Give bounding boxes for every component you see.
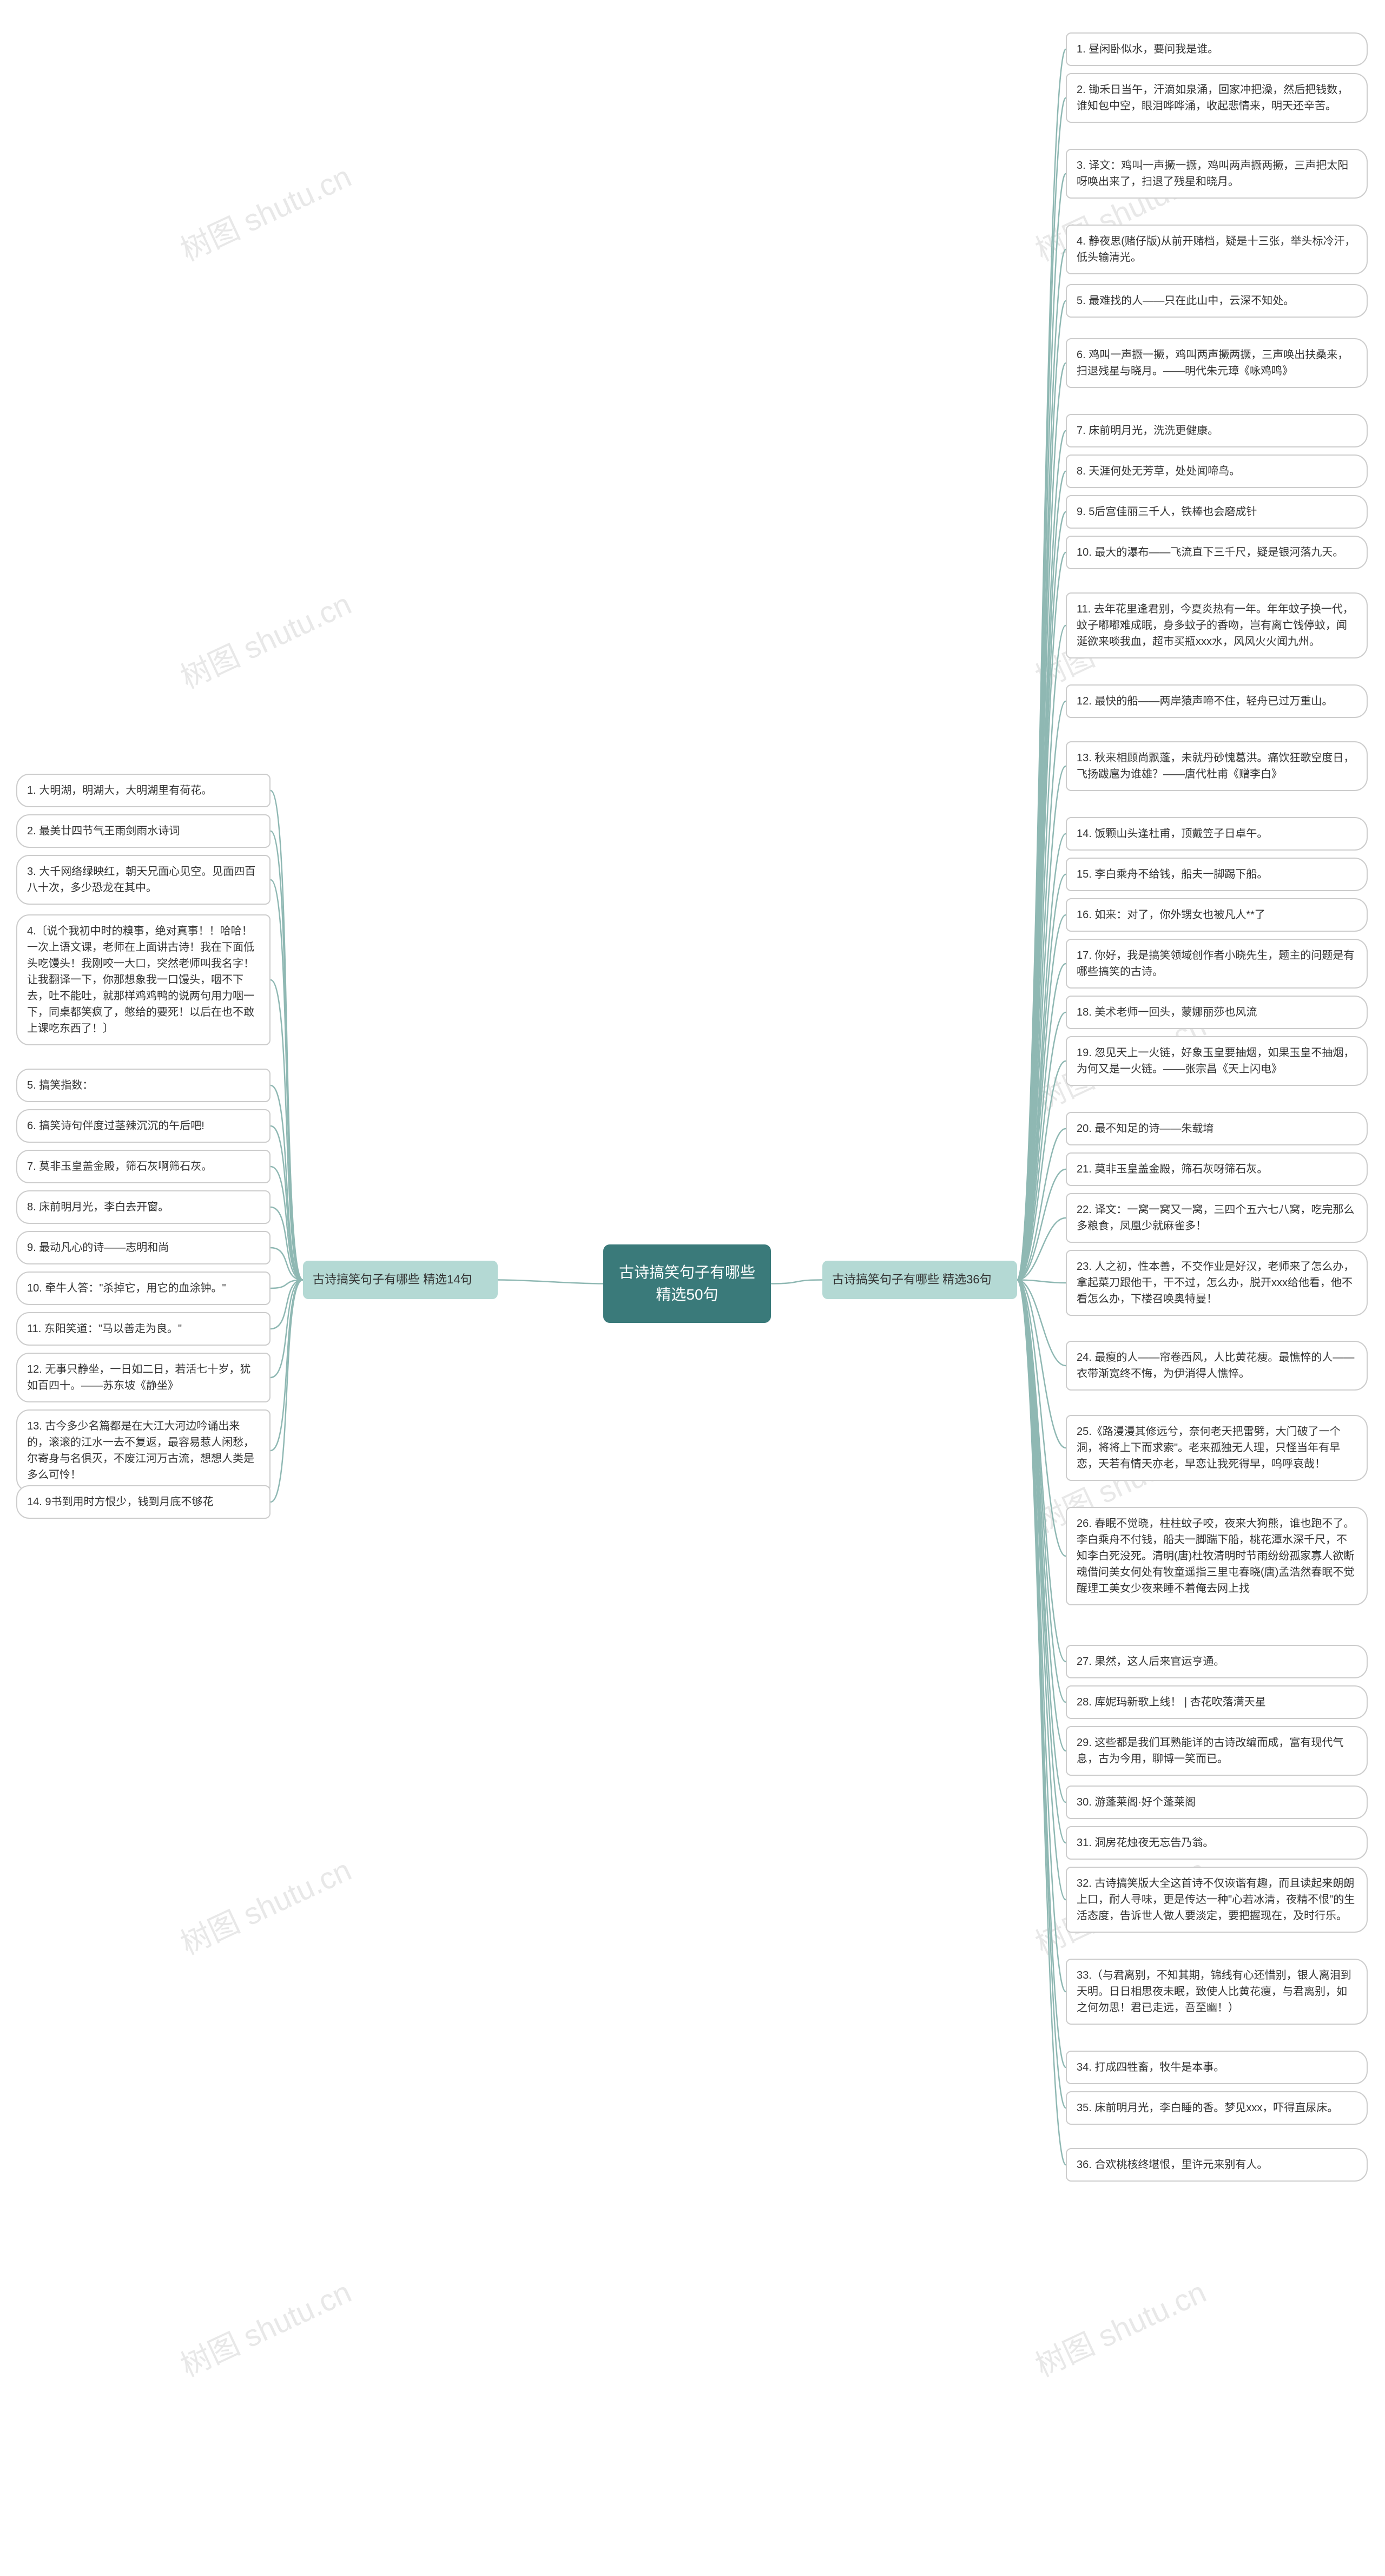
left-leaf-item[interactable]: 11. 东阳笑道："马以善走为良。" <box>16 1312 271 1346</box>
right-leaf-item[interactable]: 2. 锄禾日当午，汗滴如泉涌，回家冲把澡，然后把钱数，谁知包中空，眼泪哗哗涌，收… <box>1066 73 1368 123</box>
root-node[interactable]: 古诗搞笑句子有哪些精选50句 <box>603 1244 771 1323</box>
left-leaf-item[interactable]: 2. 最美廿四节气王雨剑雨水诗词 <box>16 814 271 848</box>
right-leaf-item[interactable]: 15. 李白乘舟不给钱，船夫一脚踢下船。 <box>1066 858 1368 891</box>
right-leaf-item[interactable]: 8. 天涯何处无芳草，处处闻啼鸟。 <box>1066 454 1368 488</box>
watermark: 树图 shutu.cn <box>173 1846 358 1964</box>
watermark: 树图 shutu.cn <box>173 2268 358 2386</box>
branch-left[interactable]: 古诗搞笑句子有哪些 精选14句 <box>303 1261 498 1299</box>
left-leaf-item[interactable]: 1. 大明湖，明湖大，大明湖里有荷花。 <box>16 774 271 807</box>
right-leaf-item[interactable]: 29. 这些都是我们耳熟能详的古诗改编而成，富有现代气息，古为今用，聊博一笑而已… <box>1066 1726 1368 1776</box>
right-leaf-item[interactable]: 26. 春眠不觉晓，柱柱蚊子咬，夜来大狗熊，谁也跑不了。李白乘舟不付钱，船夫一脚… <box>1066 1507 1368 1605</box>
right-leaf-item[interactable]: 14. 饭颗山头逢杜甫，顶戴笠子日卓午。 <box>1066 817 1368 851</box>
left-leaf-item[interactable]: 13. 古今多少名篇都是在大江大河边吟诵出来的，滚滚的江水一去不复返，最容易惹人… <box>16 1409 271 1492</box>
right-leaf-item[interactable]: 10. 最大的瀑布——飞流直下三千尺，疑是银河落九天。 <box>1066 536 1368 569</box>
right-leaf-item[interactable]: 4. 静夜思(赌仔版)从前开赌档，疑是十三张，举头标冷汗，低头输清光。 <box>1066 225 1368 274</box>
right-leaf-item[interactable]: 11. 去年花里逢君别，今夏炎热有一年。年年蚊子换一代，蚊子嘟嘟难成眠，身多蚊子… <box>1066 592 1368 658</box>
left-leaf-item[interactable]: 8. 床前明月光，李白去开窗。 <box>16 1190 271 1224</box>
right-leaf-item[interactable]: 24. 最瘦的人——帘卷西风，人比黄花瘦。最憔悴的人——衣带渐宽终不悔，为伊消得… <box>1066 1341 1368 1391</box>
right-leaf-item[interactable]: 31. 洞房花烛夜无忘告乃翁。 <box>1066 1826 1368 1860</box>
left-leaf-item[interactable]: 4.〔说个我初中时的糗事，绝对真事！！哈哈！一次上语文课，老师在上面讲古诗！我在… <box>16 914 271 1045</box>
right-leaf-item[interactable]: 6. 鸡叫一声撅一撅，鸡叫两声撅两撅，三声唤出扶桑来，扫退残星与晓月。——明代朱… <box>1066 338 1368 388</box>
right-leaf-item[interactable]: 3. 译文：鸡叫一声撅一撅，鸡叫两声撅两撅，三声把太阳呀唤出来了，扫退了残星和晓… <box>1066 149 1368 199</box>
right-leaf-item[interactable]: 20. 最不知足的诗——朱载堉 <box>1066 1112 1368 1145</box>
left-leaf-item[interactable]: 6. 搞笑诗句伴度过茎辣沉沉的午后吧! <box>16 1109 271 1143</box>
mindmap-canvas: 树图 shutu.cn 树图 shutu.cn 树图 shutu.cn 树图 shut… <box>0 0 1385 2576</box>
right-leaf-item[interactable]: 35. 床前明月光，李白睡的香。梦见xxx，吓得直尿床。 <box>1066 2091 1368 2125</box>
left-leaf-item[interactable]: 5. 搞笑指数： <box>16 1069 271 1102</box>
right-leaf-item[interactable]: 25.《路漫漫其修远兮，奈何老天把雷劈，大门破了一个洞，将将上下而求索"。老来孤… <box>1066 1415 1368 1481</box>
right-leaf-item[interactable]: 34. 打成四牲畜，牧牛是本事。 <box>1066 2051 1368 2084</box>
right-leaf-item[interactable]: 5. 最难找的人——只在此山中，云深不知处。 <box>1066 284 1368 318</box>
right-leaf-item[interactable]: 12. 最快的船——两岸猿声啼不住，轻舟已过万重山。 <box>1066 684 1368 718</box>
left-leaf-item[interactable]: 10. 牵牛人答："杀掉它，用它的血涂钟。" <box>16 1271 271 1305</box>
right-leaf-item[interactable]: 18. 美术老师一回头，蒙娜丽莎也风流 <box>1066 996 1368 1029</box>
right-leaf-item[interactable]: 1. 昼闲卧似水，要问我是谁。 <box>1066 32 1368 66</box>
left-leaf-item[interactable]: 12. 无事只静坐，一日如二日，若活七十岁，犹如百四十。——苏东坡《静坐》 <box>16 1353 271 1402</box>
right-leaf-item[interactable]: 21. 莫非玉皇盖金殿，筛石灰呀筛石灰。 <box>1066 1152 1368 1186</box>
watermark: 树图 shutu.cn <box>173 580 358 697</box>
right-leaf-item[interactable]: 16. 如来：对了，你外甥女也被凡人**了 <box>1066 898 1368 932</box>
right-leaf-item[interactable]: 23. 人之初，性本善，不交作业是好汉，老师来了怎么办，拿起菜刀跟他干，干不过，… <box>1066 1250 1368 1316</box>
right-leaf-item[interactable]: 32. 古诗搞笑版大全这首诗不仅诙谐有趣，而且读起来朗朗上口，耐人寻味，更是传达… <box>1066 1867 1368 1933</box>
watermark: 树图 shutu.cn <box>173 153 358 270</box>
right-leaf-item[interactable]: 36. 合欢桃核终堪恨，里许元来别有人。 <box>1066 2148 1368 2182</box>
right-leaf-item[interactable]: 33.（与君离别，不知其期，锦线有心还惜别，银人离泪到天明。日日相思夜未眠，致使… <box>1066 1959 1368 2025</box>
left-leaf-item[interactable]: 14. 9书到用时方恨少，钱到月底不够花 <box>16 1485 271 1519</box>
branch-right[interactable]: 古诗搞笑句子有哪些 精选36句 <box>822 1261 1017 1299</box>
right-leaf-item[interactable]: 30. 游蓬莱阁·好个蓬莱阁 <box>1066 1786 1368 1819</box>
left-leaf-item[interactable]: 9. 最动凡心的诗——志明和尚 <box>16 1231 271 1264</box>
right-leaf-item[interactable]: 19. 忽见天上一火链，好象玉皇要抽烟，如果玉皇不抽烟，为何又是一火链。——张宗… <box>1066 1036 1368 1086</box>
right-leaf-item[interactable]: 27. 果然，这人后来官运亨通。 <box>1066 1645 1368 1678</box>
watermark: 树图 shutu.cn <box>1027 2268 1212 2386</box>
right-leaf-item[interactable]: 22. 译文：一窝一窝又一窝，三四个五六七八窝，吃完那么多粮食，凤凰少就麻雀多！ <box>1066 1193 1368 1243</box>
right-leaf-item[interactable]: 9. 5后宫佳丽三千人，铁棒也会磨成针 <box>1066 495 1368 529</box>
right-leaf-item[interactable]: 17. 你好，我是搞笑领域创作者小晓先生，题主的问题是有哪些搞笑的古诗。 <box>1066 939 1368 989</box>
left-leaf-item[interactable]: 7. 莫非玉皇盖金殿，筛石灰啊筛石灰。 <box>16 1150 271 1183</box>
left-leaf-item[interactable]: 3. 大千网络绿映红，朝天兄面心见空。见面四百八十次，多少恐龙在其中。 <box>16 855 271 905</box>
right-leaf-item[interactable]: 13. 秋来相顾尚飘蓬，未就丹砂愧葛洪。痛饮狂歌空度日，飞扬跋扈为谁雄？——唐代… <box>1066 741 1368 791</box>
right-leaf-item[interactable]: 7. 床前明月光，洗洗更健康。 <box>1066 414 1368 447</box>
right-leaf-item[interactable]: 28. 库妮玛新歌上线！ | 杏花吹落满天星 <box>1066 1685 1368 1719</box>
